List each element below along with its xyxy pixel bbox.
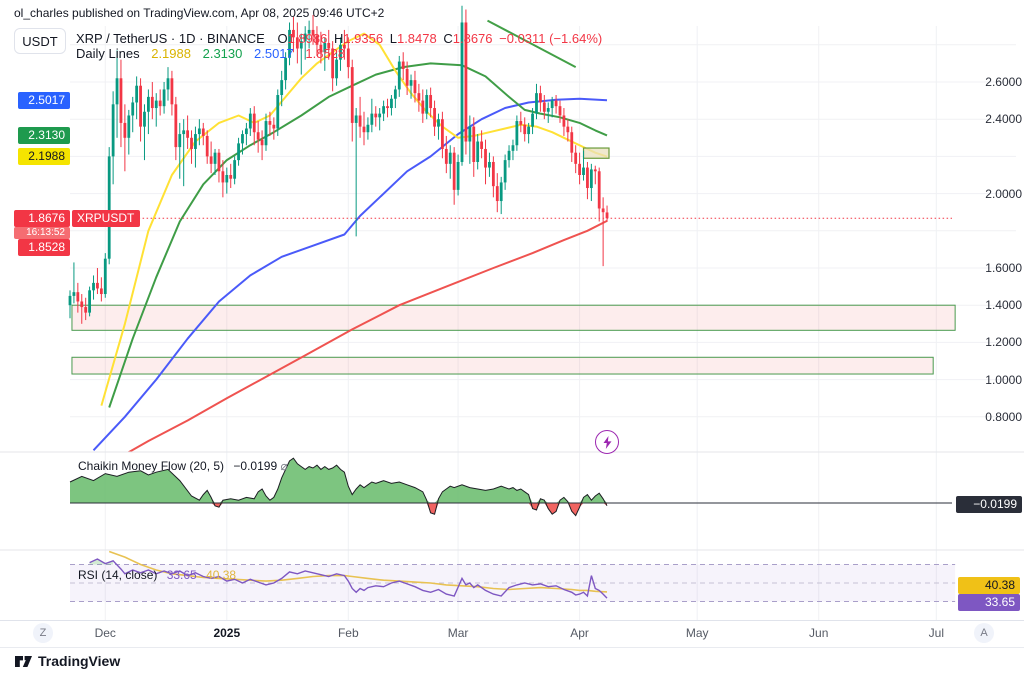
- indicator-legend-row: Daily Lines 2.1988 2.3130 2.5017 1.8528: [76, 46, 348, 61]
- rsi-panel-title: RSI (14, close) 33.65 40.38: [78, 568, 236, 582]
- lightning-icon: [603, 435, 611, 449]
- cmf-panel-title: Chaikin Money Flow (20, 5) −0.0199 ⌀: [78, 459, 288, 473]
- ohlc-open-value: 1.8986: [287, 31, 328, 46]
- ohlc-close-value: 1.8676: [452, 31, 493, 46]
- supply-demand-zone-2[interactable]: [71, 356, 934, 375]
- cmf-title[interactable]: Chaikin Money Flow (20, 5): [78, 459, 225, 473]
- daily-line-green[interactable]: [108, 62, 608, 408]
- rsi-ma-line: [108, 550, 608, 593]
- ohlc-high-label: H: [333, 31, 344, 46]
- time-axis-right-button[interactable]: A: [974, 623, 994, 643]
- flash-publish-button[interactable]: [595, 430, 619, 454]
- time-axis-label-Feb[interactable]: Feb: [337, 626, 359, 640]
- daily-line-red[interactable]: [109, 220, 608, 463]
- time-axis-label-Dec[interactable]: Dec: [94, 626, 116, 640]
- symbol-title[interactable]: XRP / TetherUS · 1D · BINANCE: [76, 31, 265, 46]
- daily-line-yellow-value: 2.1988: [151, 46, 191, 61]
- publish-info: ol_charles published on TradingView.com,…: [14, 6, 385, 20]
- symbol-price-flag: XRPUSDT: [72, 209, 140, 227]
- price-tick-label: 1.0000: [985, 372, 1022, 387]
- time-axis[interactable]: Z Dec 2025 Feb Mar Apr May Jun Jul A: [0, 620, 1024, 648]
- cmf-source-icon: ⌀: [280, 459, 288, 473]
- cmf-value: −0.0199: [233, 459, 278, 473]
- price-tick-label: 1.2000: [985, 335, 1022, 350]
- time-axis-label-Apr[interactable]: Apr: [570, 626, 589, 640]
- bar-countdown-timer: 16:13:52: [14, 226, 70, 239]
- price-tick-label: 2.0000: [985, 186, 1022, 201]
- tradingview-logo-text: TradingView: [38, 652, 121, 669]
- rsi-line: [89, 558, 608, 599]
- cmf-negative-area: [70, 503, 607, 516]
- daily-line-blue[interactable]: [92, 97, 608, 451]
- ohlc-high-value: 1.9356: [343, 31, 384, 46]
- ohlc-low-label: L: [389, 31, 397, 46]
- price-tick-label: 1.6000: [985, 261, 1022, 275]
- quote-currency-button[interactable]: USDT: [14, 28, 66, 54]
- time-axis-label-Jul[interactable]: Jul: [928, 626, 944, 640]
- rsi-value-badge: 33.65: [958, 594, 1020, 611]
- time-axis-label-May[interactable]: May: [685, 626, 709, 640]
- cmf-last-value-badge: −0.0199: [956, 496, 1022, 513]
- ohlc-low-value: 1.8478: [396, 31, 437, 46]
- ohlc-change-value: −0.0311 (−1.64%): [499, 31, 603, 46]
- rsi-ma-value-badge: 40.38: [958, 577, 1020, 594]
- rsi-value-yellow: 40.38: [206, 568, 237, 582]
- time-axis-label-2025[interactable]: 2025: [213, 626, 241, 640]
- cmf-line: [69, 457, 608, 517]
- daily-line-red-value: 1.8528: [305, 46, 346, 61]
- highlight-box[interactable]: [582, 147, 610, 159]
- line-value-badge: 2.3130: [18, 126, 70, 144]
- ohlc-open-label: O: [277, 31, 288, 46]
- line-value-badge: 2.1988: [18, 148, 70, 166]
- descending-trendline[interactable]: [487, 19, 577, 68]
- daily-line-blue-value: 2.5017: [254, 46, 294, 61]
- daily-line-green-value: 2.3130: [202, 46, 243, 61]
- time-axis-label-Jun[interactable]: Jun: [809, 626, 829, 640]
- candles: [68, 5, 609, 324]
- last-price-badge: 1.8676: [14, 209, 70, 227]
- rsi-value-purple: 33.65: [166, 568, 197, 582]
- symbol-legend-row: XRP / TetherUS · 1D · BINANCE O1.8986 H1…: [76, 31, 605, 46]
- daily-line-yellow[interactable]: [100, 32, 608, 406]
- price-tick-label: 0.8000: [985, 409, 1022, 424]
- line-value-badge: 2.5017: [18, 91, 70, 109]
- cmf-positive-area: [70, 458, 607, 503]
- price-tick-label: 2.6000: [985, 75, 1022, 89]
- time-axis-left-button[interactable]: Z: [33, 623, 53, 643]
- price-tick-label: 2.4000: [985, 112, 1022, 127]
- daily-lines-label[interactable]: Daily Lines: [76, 46, 140, 61]
- tradingview-logo-icon: [15, 656, 32, 667]
- supply-demand-zone-1[interactable]: [71, 304, 956, 331]
- price-tick-label: 1.4000: [985, 298, 1022, 313]
- time-axis-label-Mar[interactable]: Mar: [447, 626, 469, 640]
- line-value-badge: 1.8528: [18, 239, 70, 256]
- rsi-title[interactable]: RSI (14, close): [78, 568, 158, 582]
- tradingview-attribution[interactable]: TradingView: [14, 651, 120, 670]
- ohlc-close-label: C: [443, 31, 453, 46]
